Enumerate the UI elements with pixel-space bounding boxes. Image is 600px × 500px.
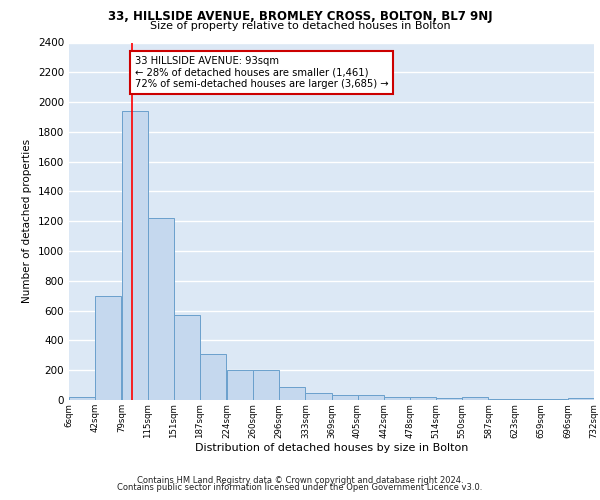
Bar	[358, 395, 383, 400]
Bar	[69, 397, 95, 400]
Bar	[200, 354, 226, 400]
Bar	[384, 397, 410, 400]
Bar	[279, 386, 305, 400]
Text: 33, HILLSIDE AVENUE, BROMLEY CROSS, BOLTON, BL7 9NJ: 33, HILLSIDE AVENUE, BROMLEY CROSS, BOLT…	[107, 10, 493, 23]
Bar	[253, 370, 279, 400]
Bar	[95, 296, 121, 400]
Bar	[410, 397, 436, 400]
Text: 33 HILLSIDE AVENUE: 93sqm
← 28% of detached houses are smaller (1,461)
72% of se: 33 HILLSIDE AVENUE: 93sqm ← 28% of detac…	[135, 56, 388, 89]
Bar	[174, 315, 200, 400]
Bar	[148, 218, 174, 400]
Bar	[436, 398, 463, 400]
Text: Contains public sector information licensed under the Open Government Licence v3: Contains public sector information licen…	[118, 484, 482, 492]
Bar	[122, 111, 148, 400]
Bar	[227, 370, 253, 400]
Bar	[463, 397, 488, 400]
Bar	[515, 398, 541, 400]
Bar	[305, 394, 331, 400]
Bar	[568, 398, 594, 400]
X-axis label: Distribution of detached houses by size in Bolton: Distribution of detached houses by size …	[195, 443, 468, 453]
Y-axis label: Number of detached properties: Number of detached properties	[22, 139, 32, 304]
Text: Contains HM Land Registry data © Crown copyright and database right 2024.: Contains HM Land Registry data © Crown c…	[137, 476, 463, 485]
Text: Size of property relative to detached houses in Bolton: Size of property relative to detached ho…	[149, 21, 451, 31]
Bar	[331, 395, 358, 400]
Bar	[489, 398, 515, 400]
